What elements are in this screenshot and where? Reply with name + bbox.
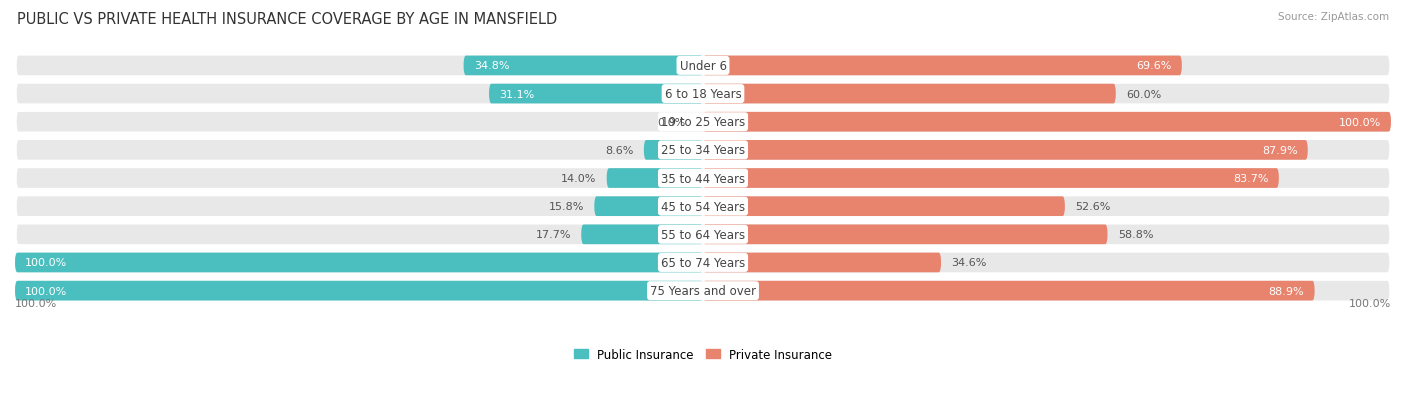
FancyBboxPatch shape [15, 280, 1391, 302]
Text: 58.8%: 58.8% [1118, 230, 1153, 240]
Text: 52.6%: 52.6% [1076, 202, 1111, 212]
FancyBboxPatch shape [15, 223, 1391, 246]
FancyBboxPatch shape [15, 111, 1391, 134]
FancyBboxPatch shape [703, 281, 1315, 301]
FancyBboxPatch shape [489, 85, 703, 104]
Text: 87.9%: 87.9% [1261, 145, 1298, 156]
Text: 55 to 64 Years: 55 to 64 Years [661, 228, 745, 241]
Text: 100.0%: 100.0% [25, 258, 67, 268]
Text: 60.0%: 60.0% [1126, 89, 1161, 100]
Text: 83.7%: 83.7% [1233, 173, 1268, 184]
FancyBboxPatch shape [644, 141, 703, 160]
Text: Source: ZipAtlas.com: Source: ZipAtlas.com [1278, 12, 1389, 22]
Text: 6 to 18 Years: 6 to 18 Years [665, 88, 741, 101]
Text: 34.8%: 34.8% [474, 61, 509, 71]
FancyBboxPatch shape [703, 169, 1279, 188]
Text: Under 6: Under 6 [679, 60, 727, 73]
Text: 100.0%: 100.0% [15, 298, 58, 309]
FancyBboxPatch shape [606, 169, 703, 188]
FancyBboxPatch shape [703, 113, 1391, 132]
FancyBboxPatch shape [15, 167, 1391, 190]
FancyBboxPatch shape [703, 197, 1064, 216]
Text: PUBLIC VS PRIVATE HEALTH INSURANCE COVERAGE BY AGE IN MANSFIELD: PUBLIC VS PRIVATE HEALTH INSURANCE COVER… [17, 12, 557, 27]
Text: 100.0%: 100.0% [1339, 117, 1381, 128]
Text: 34.6%: 34.6% [952, 258, 987, 268]
FancyBboxPatch shape [595, 197, 703, 216]
Text: 65 to 74 Years: 65 to 74 Years [661, 256, 745, 269]
FancyBboxPatch shape [15, 253, 703, 273]
Text: 14.0%: 14.0% [561, 173, 596, 184]
FancyBboxPatch shape [15, 55, 1391, 78]
Text: 45 to 54 Years: 45 to 54 Years [661, 200, 745, 213]
Legend: Public Insurance, Private Insurance: Public Insurance, Private Insurance [574, 348, 832, 361]
Text: 35 to 44 Years: 35 to 44 Years [661, 172, 745, 185]
Text: 0.0%: 0.0% [658, 117, 686, 128]
Text: 17.7%: 17.7% [536, 230, 571, 240]
FancyBboxPatch shape [15, 139, 1391, 162]
FancyBboxPatch shape [703, 225, 1108, 244]
FancyBboxPatch shape [581, 225, 703, 244]
Text: 31.1%: 31.1% [499, 89, 534, 100]
FancyBboxPatch shape [703, 85, 1116, 104]
Text: 19 to 25 Years: 19 to 25 Years [661, 116, 745, 129]
FancyBboxPatch shape [15, 252, 1391, 274]
Text: 8.6%: 8.6% [605, 145, 634, 156]
Text: 69.6%: 69.6% [1136, 61, 1171, 71]
FancyBboxPatch shape [703, 253, 941, 273]
FancyBboxPatch shape [15, 83, 1391, 106]
Text: 25 to 34 Years: 25 to 34 Years [661, 144, 745, 157]
FancyBboxPatch shape [15, 281, 703, 301]
FancyBboxPatch shape [703, 57, 1182, 76]
FancyBboxPatch shape [15, 195, 1391, 218]
FancyBboxPatch shape [464, 57, 703, 76]
Text: 15.8%: 15.8% [548, 202, 583, 212]
Text: 100.0%: 100.0% [1348, 298, 1391, 309]
Text: 88.9%: 88.9% [1268, 286, 1305, 296]
Text: 100.0%: 100.0% [25, 286, 67, 296]
FancyBboxPatch shape [703, 141, 1308, 160]
Text: 75 Years and over: 75 Years and over [650, 285, 756, 297]
